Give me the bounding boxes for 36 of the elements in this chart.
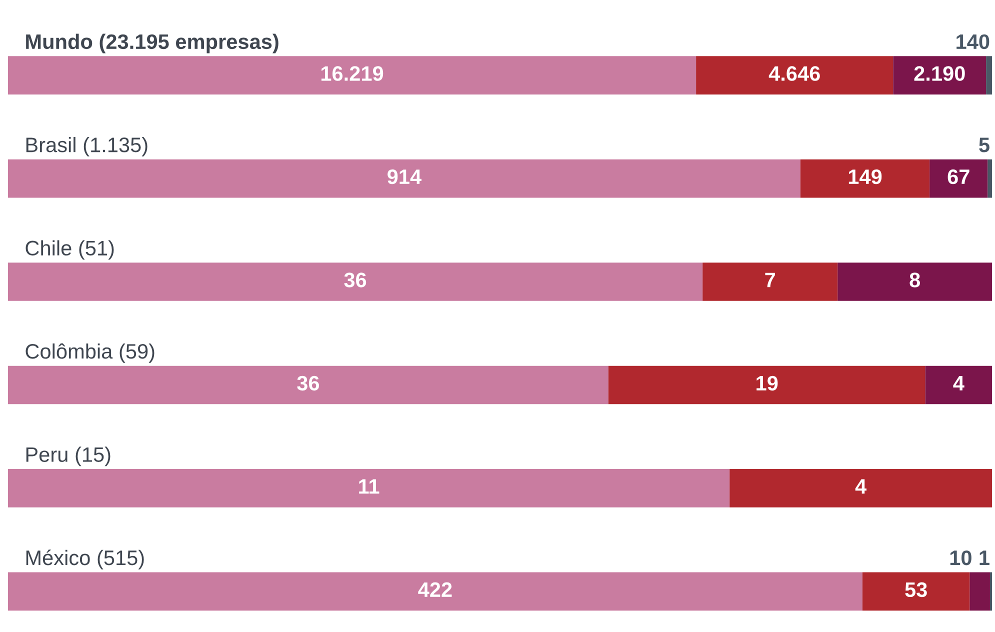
bar [990, 572, 992, 611]
data-label: 2.190 [914, 66, 965, 81]
bar [930, 159, 988, 198]
data-label: 8 [910, 272, 920, 288]
category-label: Chile (51) [26, 240, 114, 260]
data-label: 422 [418, 582, 452, 597]
category-label: México (515) [26, 550, 144, 570]
bar [893, 56, 986, 94]
data-label: 11 [359, 479, 380, 494]
data-label: 19 [756, 376, 778, 391]
bar [800, 159, 930, 198]
data-label: 4 [855, 479, 866, 494]
data-label: 10 [950, 550, 972, 566]
data-label: 149 [848, 169, 882, 184]
data-label: 4 [953, 376, 964, 390]
bar [8, 56, 696, 94]
data-label: 16.219 [321, 66, 384, 81]
bar [988, 159, 992, 198]
data-label: 1 [980, 550, 990, 566]
data-label: 914 [388, 169, 422, 184]
category-label: Colômbia (59) [26, 343, 154, 363]
category-label: Peru (15) [26, 446, 110, 466]
data-label: 36 [297, 376, 320, 391]
category-label: Brasil (1.135) [26, 137, 148, 156]
data-label: 4.646 [768, 66, 820, 81]
bar [970, 572, 990, 611]
data-label: 53 [905, 582, 927, 598]
data-label: 7 [765, 272, 775, 288]
data-label: 36 [344, 272, 366, 288]
bar [696, 56, 894, 94]
bar [862, 572, 970, 611]
category-label: Mundo (23.195 empresas) [26, 34, 278, 54]
data-label: 140 [956, 34, 990, 50]
data-label: 5 [979, 138, 990, 152]
bar [986, 56, 992, 94]
data-label: 67 [948, 169, 970, 184]
